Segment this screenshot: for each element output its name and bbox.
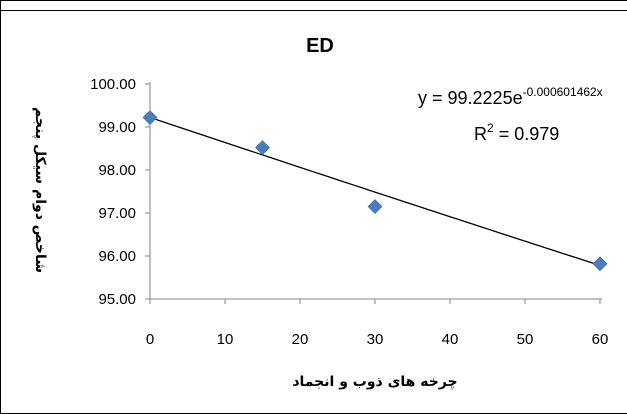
axes: [149, 82, 602, 300]
chart-title: ED: [306, 35, 334, 57]
y-tick-labels: 95.00 96.00 97.00 98.00 99.00 100.00: [90, 76, 150, 308]
r2-prefix: R: [474, 124, 487, 144]
x-tick-label: 30: [367, 331, 384, 348]
y-tick-label: 96.00: [98, 248, 136, 265]
trendline-group: [149, 116, 601, 267]
x-tick-label: 10: [217, 331, 234, 348]
y-tick-label: 99.00: [98, 119, 136, 136]
y-tick-label: 100.00: [90, 76, 136, 93]
equation-prefix: y = 99.2225e: [418, 88, 523, 108]
y-tick-label: 98.00: [98, 162, 136, 179]
x-tick-label: 40: [442, 331, 459, 348]
x-tick-labels: 0 10 20 30 40 50 60: [146, 299, 609, 348]
frame-top-band: [1, 1, 627, 11]
data-point-diamond: [142, 110, 158, 125]
y-tick-label: 95.00: [98, 291, 136, 308]
data-point-diamond: [255, 140, 270, 156]
data-point-diamond: [367, 199, 383, 214]
x-tick-label: 60: [592, 331, 609, 348]
r2-exponent: 2: [487, 121, 494, 135]
data-points: [142, 110, 608, 272]
data-point-diamond: [592, 256, 608, 272]
equation-line: y = 99.2225e-0.000601462x: [418, 85, 603, 108]
trendline-equation: y = 99.2225e-0.000601462x R2 = 0.979: [418, 85, 603, 144]
x-tick-label: 20: [292, 331, 309, 348]
x-axis-title: چرخه های ذوب و انجماد: [292, 374, 457, 390]
x-tick-label: 50: [517, 331, 534, 348]
r-squared-line: R2 = 0.979: [474, 121, 559, 144]
y-tick-label: 97.00: [98, 205, 136, 222]
y-axis-title-group: شاخص دوام سیکل پنجم: [32, 107, 48, 273]
trendline: [149, 116, 601, 267]
y-axis-title: شاخص دوام سیکل پنجم: [32, 107, 48, 273]
x-tick-label: 0: [146, 331, 154, 348]
r2-value: = 0.979: [494, 124, 560, 144]
equation-exponent: -0.000601462x: [523, 85, 603, 99]
